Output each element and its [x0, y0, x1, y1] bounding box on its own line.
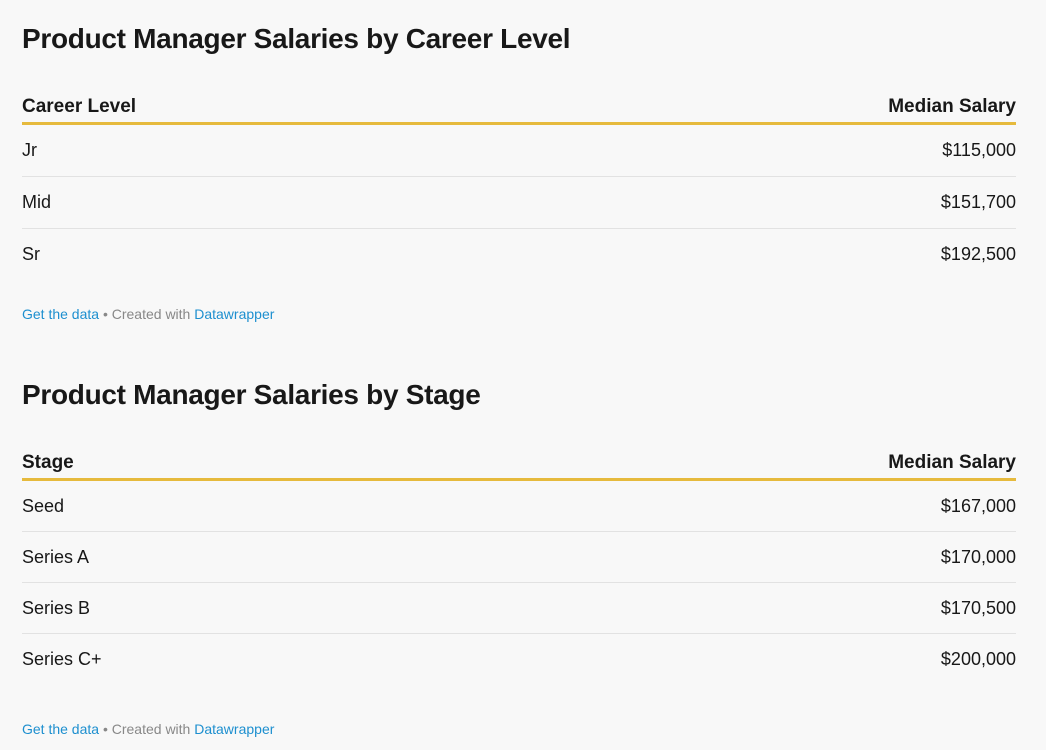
- salary-cell: $170,000: [940, 546, 1016, 567]
- label-cell: Series B: [22, 597, 91, 618]
- table-row: Sr $192,500: [22, 229, 1016, 280]
- table-title: Product Manager Salaries by Stage: [22, 379, 481, 410]
- salary-cell: $170,500: [940, 597, 1016, 618]
- footer-text: • Created with: [99, 306, 195, 322]
- table-header: Stage Median Salary: [22, 448, 1016, 481]
- datawrapper-link[interactable]: Datawrapper: [194, 306, 275, 322]
- column-header[interactable]: Stage: [22, 452, 74, 473]
- datawrapper-link[interactable]: Datawrapper: [194, 721, 275, 737]
- column-header[interactable]: Median Salary: [888, 96, 1016, 117]
- salary-cell: $151,700: [940, 192, 1016, 212]
- column-header[interactable]: Median Salary: [888, 452, 1016, 473]
- salary-cell: $115,000: [942, 140, 1016, 160]
- label-cell: Series A: [22, 546, 90, 567]
- footer-text: • Created with: [99, 721, 195, 737]
- stage-table: Product Manager Salaries by Stage Stage …: [22, 378, 1016, 737]
- label-cell: Sr: [22, 244, 40, 264]
- table-body: Seed $167,000 Series A $170,000 Series B $170…: [22, 481, 1016, 684]
- table-row: Series B $170,500: [22, 583, 1016, 634]
- column-header[interactable]: Career Level: [22, 96, 137, 117]
- get-data-link[interactable]: Get the data: [22, 721, 100, 737]
- career-level-table: Product Manager Salaries by Career Level…: [22, 22, 1016, 322]
- table-title: Product Manager Salaries by Career Level: [22, 23, 571, 54]
- table-row: Jr $115,000: [22, 125, 1016, 177]
- salary-cell: $167,000: [940, 495, 1016, 516]
- label-cell: Mid: [22, 192, 52, 212]
- table-row: Series C+ $200,000: [22, 634, 1016, 684]
- footer: Get the data • Created with Datawrapper: [22, 306, 1016, 322]
- get-data-link[interactable]: Get the data: [22, 306, 100, 322]
- table-row: Seed $167,000: [22, 481, 1016, 532]
- label-cell: Series C+: [22, 648, 102, 669]
- footer: Get the data • Created with Datawrapper: [22, 721, 1016, 737]
- salary-cell: $200,000: [940, 648, 1016, 669]
- salary-cell: $192,500: [940, 244, 1016, 264]
- table-header: Career Level Median Salary: [22, 92, 1016, 125]
- label-cell: Seed: [22, 495, 65, 516]
- label-cell: Jr: [22, 140, 37, 160]
- table-body: Jr $115,000 Mid $151,700 Sr $192,500: [22, 125, 1016, 280]
- table-row: Series A $170,000: [22, 532, 1016, 583]
- table-row: Mid $151,700: [22, 177, 1016, 229]
